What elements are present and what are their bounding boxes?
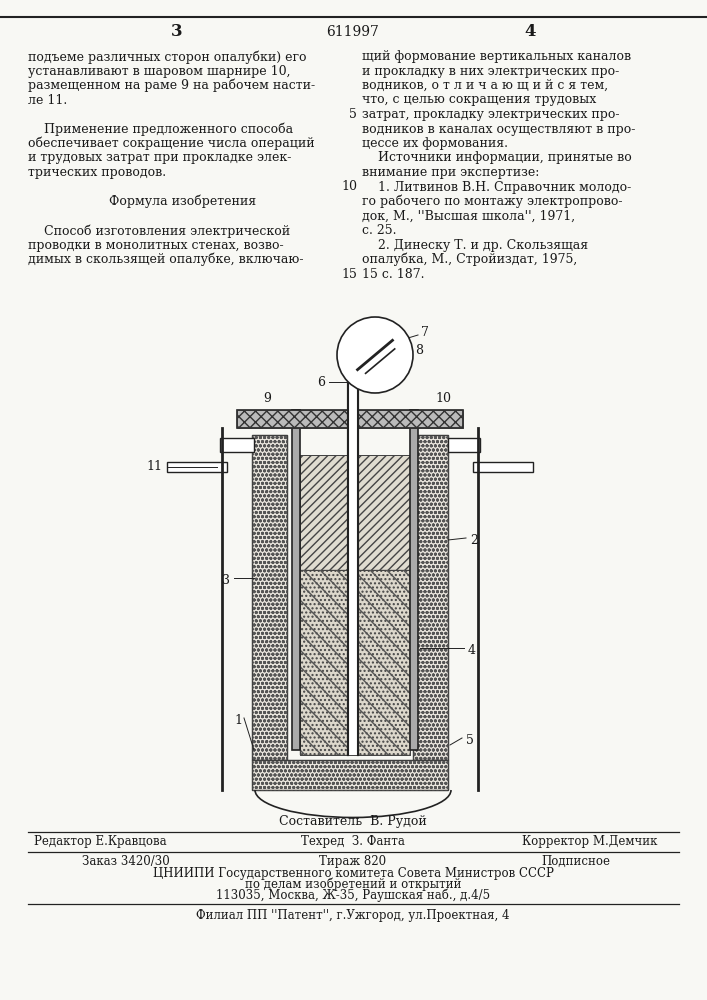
Text: трических проводов.: трических проводов. [28,166,166,179]
Bar [220,438,254,452]
Text: 7: 7 [421,326,429,340]
Text: ЦНИИПИ Государственного комитета Совета Министров СССР: ЦНИИПИ Государственного комитета Совета … [153,866,554,880]
Text: что, с целью сокращения трудовых: что, с целью сокращения трудовых [362,94,596,106]
Text: 4: 4 [468,644,476,656]
Text: Способ изготовления электрической: Способ изготовления электрической [28,224,290,237]
Text: размещенном на раме 9 на рабочем насти-: размещенном на раме 9 на рабочем насти- [28,79,315,93]
Bar [237,410,463,428]
Text: 10: 10 [341,180,357,194]
Text: 4: 4 [525,23,536,40]
Text: 611997: 611997 [327,25,380,39]
Text: и прокладку в них электрических про-: и прокладку в них электрических про- [362,64,619,78]
Text: 15 с. 187.: 15 с. 187. [362,267,424,280]
Bar [300,455,410,570]
Text: Редактор Е.Кравцова: Редактор Е.Кравцова [34,836,166,848]
Text: проводки в монолитных стенах, возво-: проводки в монолитных стенах, возво- [28,238,284,251]
Bar [237,410,463,428]
Text: 5: 5 [349,108,357,121]
Bar [300,570,410,755]
Bar [252,435,287,760]
Text: 1: 1 [234,714,242,726]
Bar [473,462,533,472]
Text: 2: 2 [470,534,478,546]
Text: Заказ 3420/30: Заказ 3420/30 [82,854,170,867]
Text: го рабочего по монтажу электропрово-: го рабочего по монтажу электропрово- [362,195,622,209]
Circle shape [337,317,413,393]
Text: Корректор М.Демчик: Корректор М.Демчик [522,836,658,848]
Text: Формула изобретения: Формула изобретения [110,195,257,209]
Text: Составитель  В. Рудой: Составитель В. Рудой [279,816,427,828]
Text: с. 25.: с. 25. [362,224,397,237]
Text: внимание при экспертизе:: внимание при экспертизе: [362,166,539,179]
Bar [292,410,300,750]
Text: Применение предложенного способа: Применение предложенного способа [28,122,293,136]
Bar [167,462,227,472]
Text: док, М., ''Высшая школа'', 1971,: док, М., ''Высшая школа'', 1971, [362,210,575,223]
Bar [300,455,410,570]
Text: цессе их формования.: цессе их формования. [362,137,508,150]
Text: 15: 15 [341,267,357,280]
Text: и трудовых затрат при прокладке элек-: и трудовых затрат при прокладке элек- [28,151,291,164]
Text: по делам изобретений и открытий: по делам изобретений и открытий [245,877,461,891]
Text: обеспечивает сокращение числа операций: обеспечивает сокращение числа операций [28,137,315,150]
Text: 11: 11 [146,460,162,474]
Text: водников в каналах осуществляют в про-: водников в каналах осуществляют в про- [362,122,636,135]
Text: водников, о т л и ч а ю щ и й с я тем,: водников, о т л и ч а ю щ и й с я тем, [362,79,608,92]
Text: 8: 8 [415,344,423,357]
Text: 1. Литвинов В.Н. Справочник молодо-: 1. Литвинов В.Н. Справочник молодо- [362,180,631,194]
Text: опалубка, М., Стройиздат, 1975,: опалубка, М., Стройиздат, 1975, [362,253,577,266]
Text: Техред  З. Фанта: Техред З. Фанта [301,836,405,848]
Text: 3: 3 [171,23,183,40]
Bar [252,435,287,760]
Text: затрат, прокладку электрических про-: затрат, прокладку электрических про- [362,108,619,121]
Bar [300,570,410,755]
Text: Подписное: Подписное [541,854,610,867]
Text: Тираж 820: Тираж 820 [320,854,387,867]
Text: Филиал ПП ''Патент'', г.Ужгород, ул.Проектная, 4: Филиал ПП ''Патент'', г.Ужгород, ул.Прое… [197,908,510,922]
Text: димых в скользящей опалубке, включаю-: димых в скользящей опалубке, включаю- [28,253,303,266]
Text: щий формование вертикальных каналов: щий формование вертикальных каналов [362,50,631,63]
Bar [410,410,418,750]
Text: 113035, Москва, Ж-35, Раушская наб., д.4/5: 113035, Москва, Ж-35, Раушская наб., д.4… [216,888,490,902]
Bar [252,760,448,790]
Text: 9: 9 [263,391,271,404]
Text: 3: 3 [222,574,230,586]
Bar [300,570,410,755]
Text: 6: 6 [317,375,325,388]
Bar [252,760,448,790]
Text: подъеме различных сторон опалубки) его: подъеме различных сторон опалубки) его [28,50,307,64]
Bar [448,438,480,452]
Text: 10: 10 [435,391,451,404]
Text: ле 11.: ле 11. [28,94,67,106]
Text: 2. Динеску Т. и др. Скользящая: 2. Динеску Т. и др. Скользящая [362,238,588,251]
Text: 5: 5 [466,734,474,746]
Text: Источники информации, принятые во: Источники информации, принятые во [362,151,632,164]
Bar [348,340,358,755]
Bar [413,435,448,760]
Text: устанавливают в шаровом шарнире 10,: устанавливают в шаровом шарнире 10, [28,64,291,78]
Bar [413,435,448,760]
